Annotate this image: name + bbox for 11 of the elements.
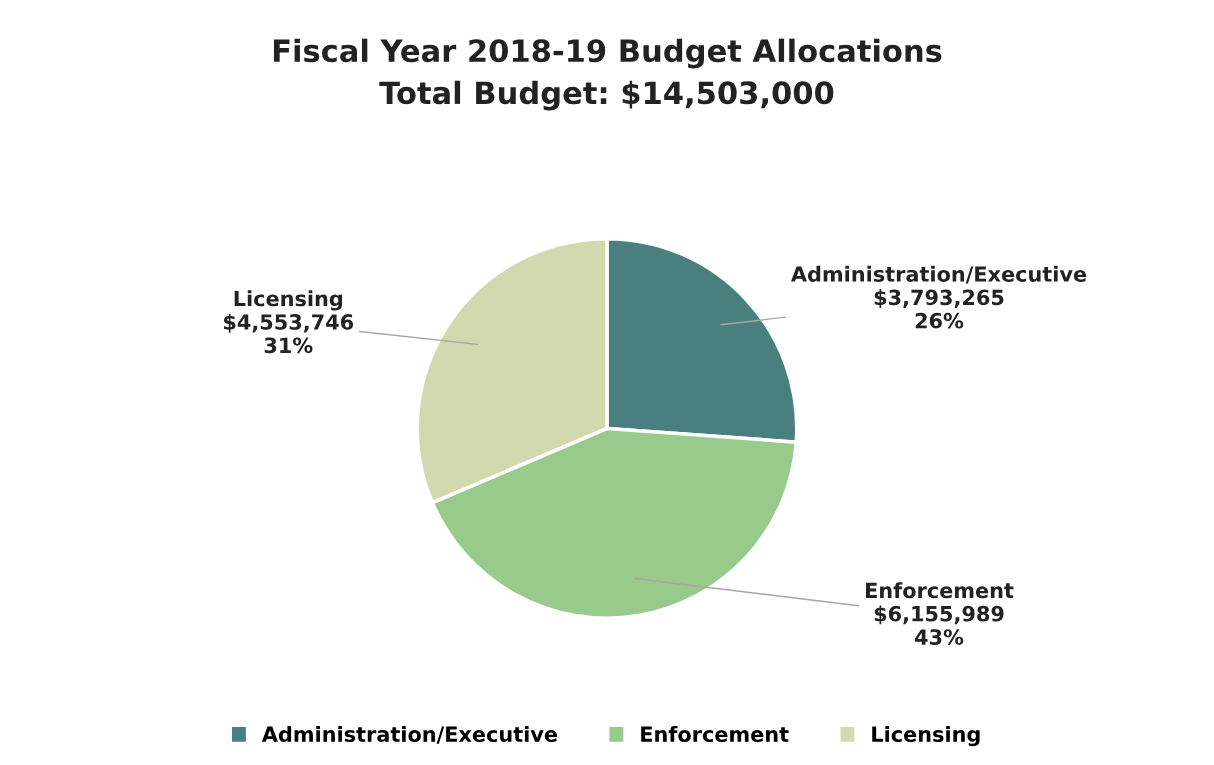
slice-label: Administration/Executive bbox=[791, 265, 1087, 284]
data-label: $4,553,746 31% bbox=[224, 313, 354, 354]
slice-label: Licensing bbox=[234, 290, 343, 311]
chart-subtitle: Total Budget: $14,503,000 bbox=[379, 80, 834, 111]
legend-label: Enforcement bbox=[641, 725, 789, 743]
data-label: $6,155,989 43% bbox=[874, 605, 1004, 645]
legend-label: Administration/Executive bbox=[261, 725, 557, 744]
legend-label: Licensing bbox=[872, 725, 980, 747]
chart-title: Fiscal Year 2018-19 Budget Allocations bbox=[273, 38, 942, 69]
data-label: $3,793,265 26% bbox=[874, 289, 1004, 329]
slice-label: Enforcement bbox=[866, 582, 1014, 599]
